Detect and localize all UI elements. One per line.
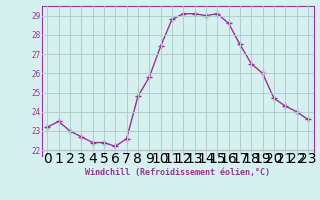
X-axis label: Windchill (Refroidissement éolien,°C): Windchill (Refroidissement éolien,°C) xyxy=(85,168,270,177)
